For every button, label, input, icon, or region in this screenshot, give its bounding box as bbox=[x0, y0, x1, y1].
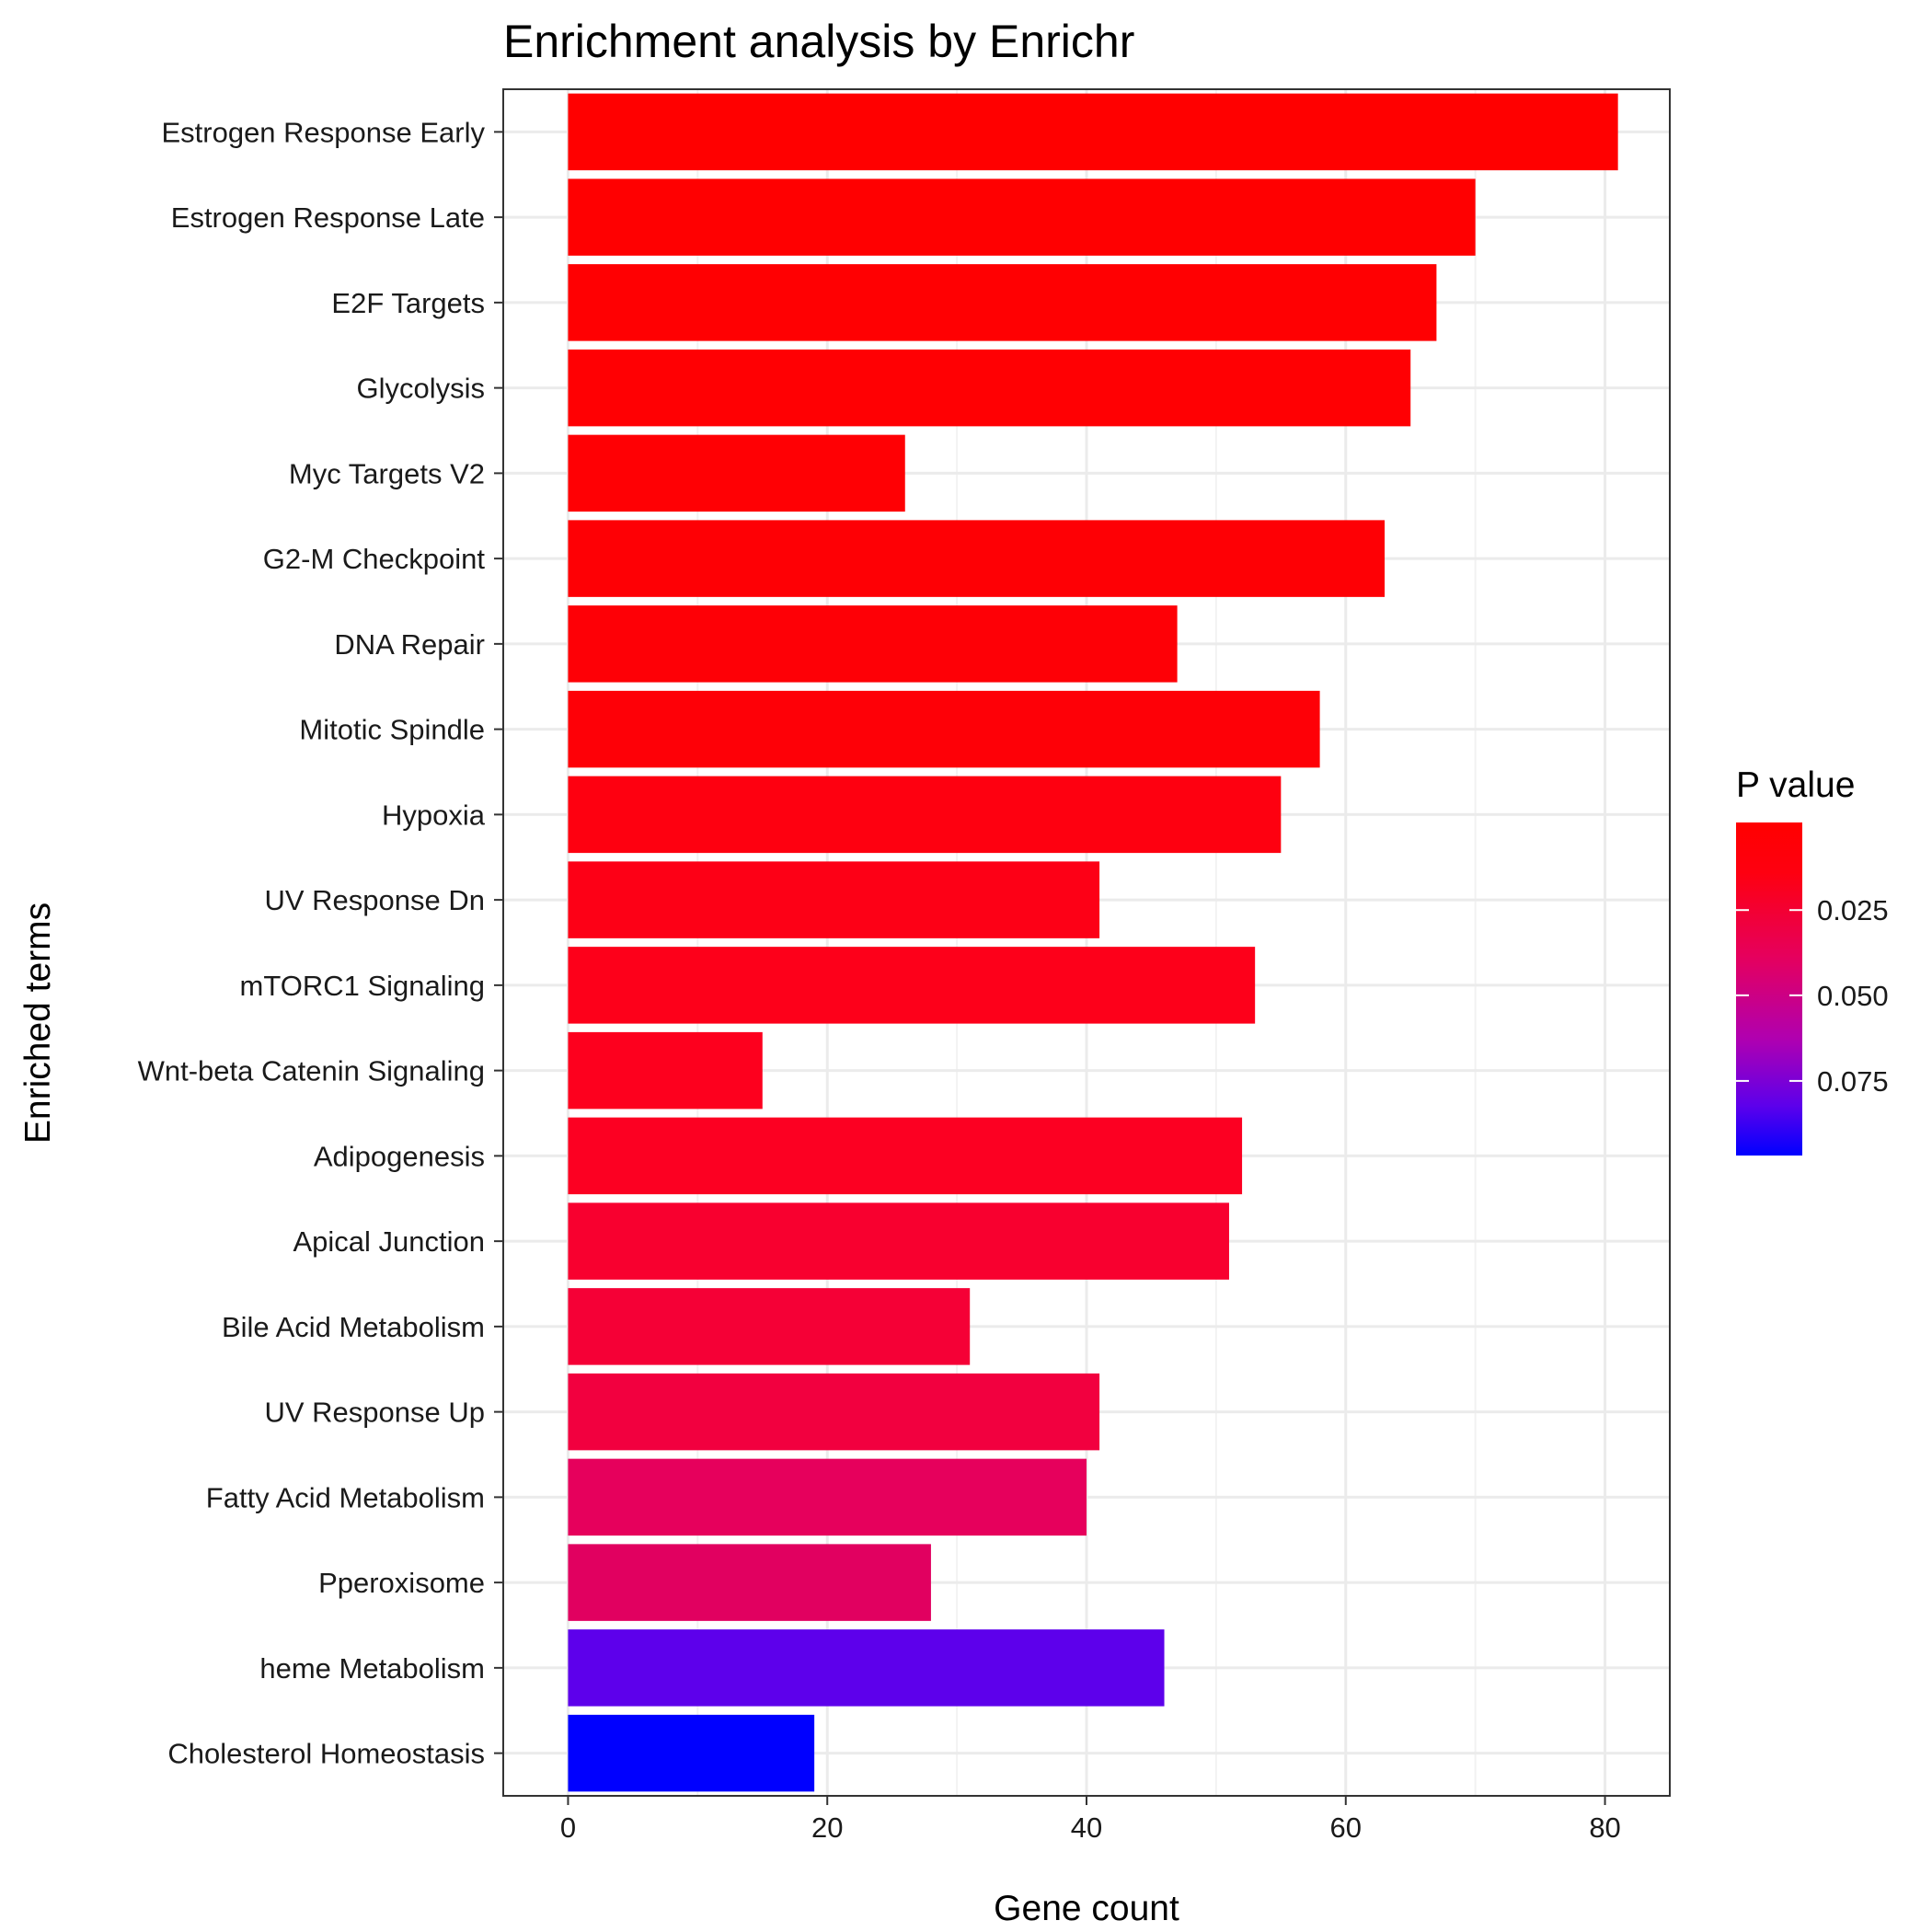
x-tick-label: 0 bbox=[560, 1811, 576, 1844]
bar bbox=[568, 93, 1618, 171]
y-tick-label: Adipogenesis bbox=[314, 1140, 485, 1172]
bar bbox=[568, 520, 1386, 597]
y-tick-label: Hypoxia bbox=[382, 799, 486, 831]
bar bbox=[568, 690, 1320, 768]
y-axis-title: Enriched terms bbox=[18, 903, 58, 1144]
y-tick-label: Cholesterol Homeostasis bbox=[167, 1738, 485, 1770]
bar bbox=[568, 1714, 815, 1792]
y-tick-label: Myc Targets V2 bbox=[289, 457, 485, 489]
legend-title: P value bbox=[1736, 765, 1855, 805]
bars bbox=[568, 93, 1618, 1792]
bar bbox=[568, 1544, 931, 1621]
y-tick-label: Wnt-beta Catenin Signaling bbox=[138, 1055, 485, 1087]
bar bbox=[568, 1288, 971, 1365]
bar bbox=[568, 1117, 1243, 1195]
bar bbox=[568, 1458, 1087, 1536]
y-tick-label: Estrogen Response Early bbox=[161, 116, 485, 148]
chart-title: Enrichment analysis by Enrichr bbox=[503, 16, 1134, 67]
y-tick-label: Fatty Acid Metabolism bbox=[206, 1481, 485, 1513]
bar bbox=[568, 1629, 1165, 1707]
legend-ticks: 0.025 0.050 0.075 bbox=[1736, 894, 1889, 1098]
bar bbox=[568, 434, 905, 512]
y-tick-label: Mitotic Spindle bbox=[299, 714, 485, 746]
x-tick-label: 40 bbox=[1071, 1811, 1102, 1844]
y-tick-label: G2-M Checkpoint bbox=[263, 543, 486, 575]
y-tick-label: Bile Acid Metabolism bbox=[222, 1311, 485, 1343]
y-tick-label: E2F Targets bbox=[331, 287, 485, 319]
y-tick-label: Pperoxisome bbox=[318, 1567, 485, 1599]
bar bbox=[568, 1202, 1229, 1280]
y-tick-label: Apical Junction bbox=[293, 1225, 485, 1258]
legend-tick-label: 0.050 bbox=[1817, 980, 1889, 1012]
bar bbox=[568, 605, 1178, 683]
y-tick-label: UV Response Dn bbox=[264, 884, 485, 916]
bar bbox=[568, 349, 1411, 427]
bar bbox=[568, 947, 1256, 1024]
x-axis-title: Gene count bbox=[994, 1889, 1179, 1928]
x-tick-label: 20 bbox=[811, 1811, 843, 1844]
x-tick-label: 80 bbox=[1589, 1811, 1620, 1844]
bar bbox=[568, 1373, 1100, 1451]
bar bbox=[568, 776, 1282, 854]
x-tick-label: 60 bbox=[1330, 1811, 1362, 1844]
bar bbox=[568, 264, 1437, 341]
y-tick-label: Glycolysis bbox=[356, 373, 485, 405]
y-tick-label: mTORC1 Signaling bbox=[240, 970, 485, 1002]
legend-tick-label: 0.025 bbox=[1817, 894, 1889, 926]
y-tick-label: Estrogen Response Late bbox=[171, 201, 485, 234]
bar bbox=[568, 861, 1100, 938]
bar bbox=[568, 178, 1476, 256]
y-tick-label: heme Metabolism bbox=[259, 1652, 485, 1685]
axes: Estrogen Response Early Estrogen Response… bbox=[138, 116, 1621, 1844]
legend-colorbar bbox=[1736, 822, 1802, 1156]
legend-tick-label: 0.075 bbox=[1817, 1065, 1889, 1098]
y-tick-label: DNA Repair bbox=[334, 628, 485, 661]
y-tick-label: UV Response Up bbox=[264, 1397, 485, 1429]
bar bbox=[568, 1031, 763, 1110]
legend: P value 0.025 0.050 0.075 bbox=[1736, 765, 1889, 1156]
